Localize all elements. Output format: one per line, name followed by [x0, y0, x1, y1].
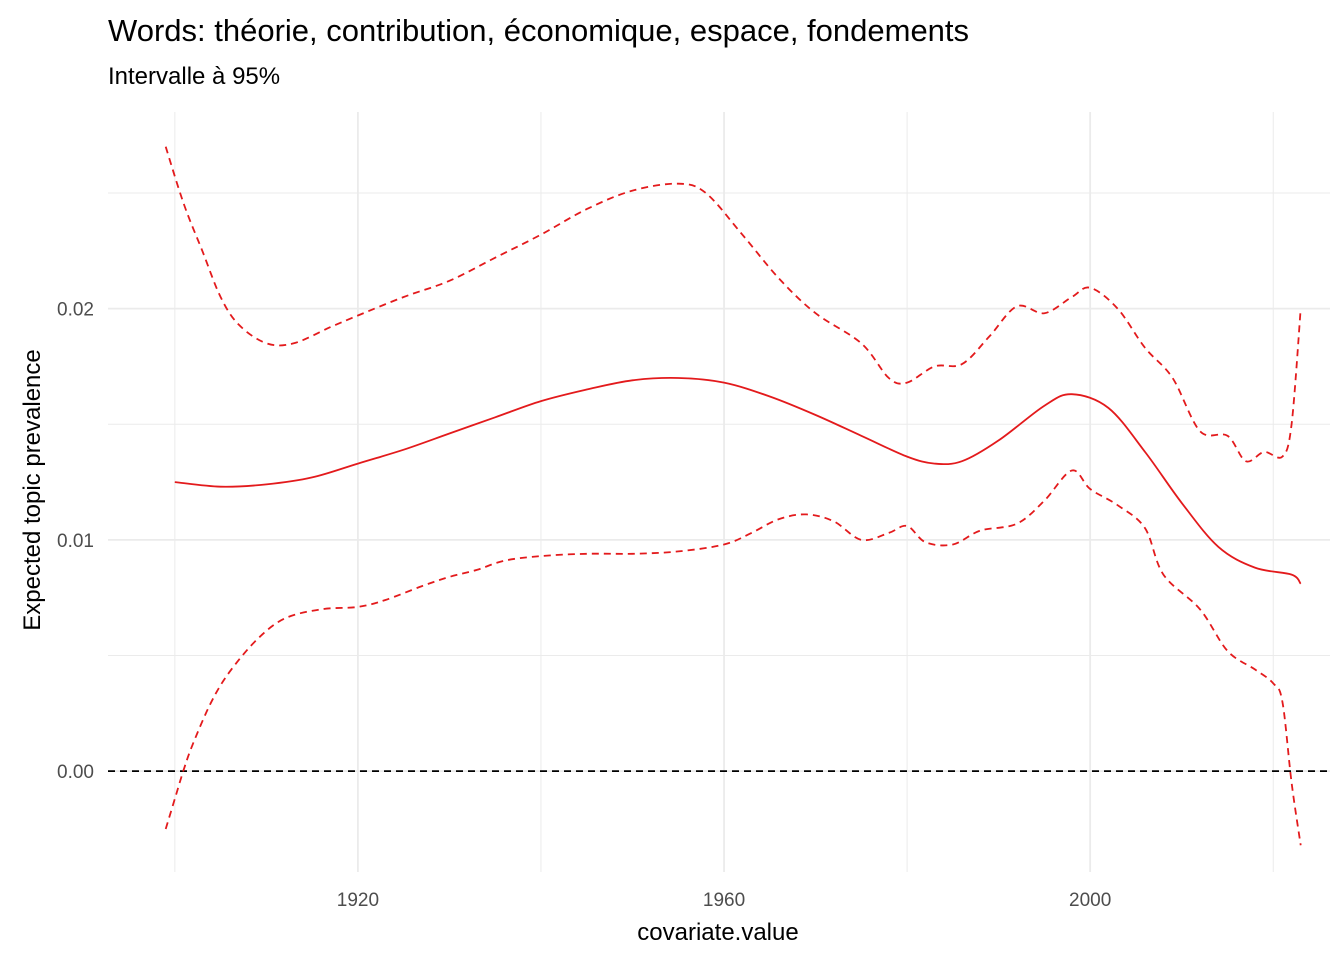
chart-title: Words: théorie, contribution, économique…: [108, 13, 969, 48]
y-tick-label: 0.02: [57, 300, 94, 321]
grid: [108, 112, 1330, 872]
plot-area: [108, 112, 1330, 872]
y-tick-label: 0.01: [57, 531, 94, 552]
chart-subtitle: Intervalle à 95%: [108, 63, 280, 90]
x-tick-label: 2000: [1069, 890, 1111, 911]
y-tick-label: 0.00: [57, 762, 94, 783]
y-axis-title: Expected topic prevalence: [19, 349, 46, 631]
y-axis: 0.00 0.01 0.02: [57, 300, 94, 784]
x-axis: 1920 1960 2000: [337, 890, 1112, 911]
x-tick-label: 1920: [337, 890, 379, 911]
series-line-upper: [164, 146, 1302, 463]
series-line-estimate: [174, 377, 1302, 585]
x-axis-title: covariate.value: [637, 919, 798, 946]
series-layer: [164, 146, 1302, 846]
series-line-lower: [164, 469, 1302, 846]
x-tick-label: 1960: [703, 890, 745, 911]
